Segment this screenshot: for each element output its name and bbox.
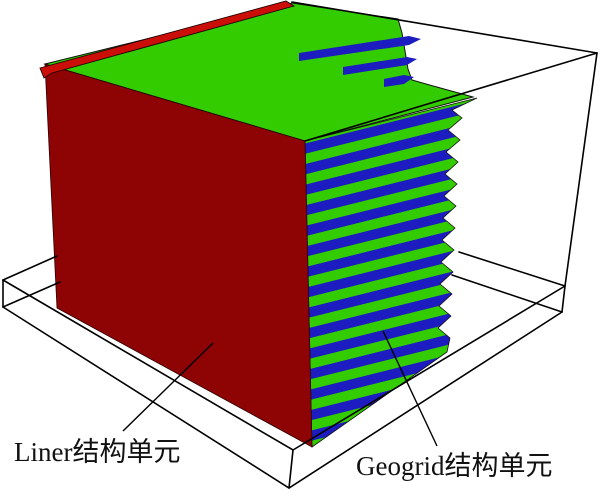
box-top-front-right-edge xyxy=(304,52,598,142)
geogrid-leader-line xyxy=(382,330,438,447)
liner-label: Liner结构单元 xyxy=(14,437,181,467)
slab-back-left-bottom-edge xyxy=(2,281,61,308)
slab-back-right-bottom-edge xyxy=(451,274,563,313)
geogrid-stripe-top-3 xyxy=(384,75,414,87)
geogrid-cut-face xyxy=(304,97,478,448)
base-slab-wireframe xyxy=(2,251,566,489)
slab-back-right-top-edge xyxy=(458,251,566,287)
slab-back-left-top-edge xyxy=(2,255,58,281)
geogrid-label: Geogrid结构单元 xyxy=(356,451,553,481)
domain-box-wireframe xyxy=(291,1,598,313)
liner-leader-line xyxy=(122,342,214,432)
liner-top-strip xyxy=(39,0,296,79)
geogrid-stripe-top-1 xyxy=(299,36,421,61)
box-back-right-edges xyxy=(291,1,598,313)
slab-front-corner-edge xyxy=(288,449,294,489)
liner-front-face xyxy=(44,63,313,448)
geogrid-stripe-top-2 xyxy=(343,57,417,75)
